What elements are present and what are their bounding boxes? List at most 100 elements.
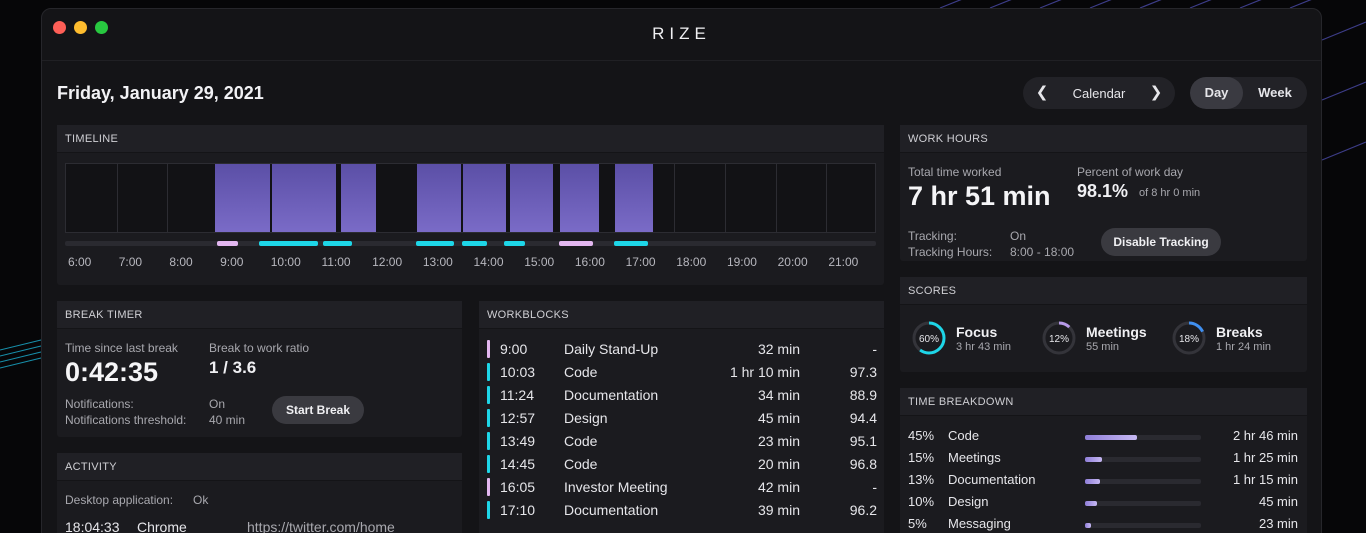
- timeline-activity-block[interactable]: [340, 164, 377, 232]
- workblock-duration: 32 min: [757, 341, 800, 357]
- breakdown-row[interactable]: 45% Code 2 hr 46 min: [908, 426, 1298, 446]
- close-window-button[interactable]: [53, 21, 66, 34]
- score-label: Meetings: [1086, 324, 1147, 340]
- breakdown-percent: 13%: [908, 472, 935, 487]
- workblock-row[interactable]: 10:03 Code 1 hr 10 min 97.3: [487, 362, 877, 382]
- timeline-segment-meeting[interactable]: [217, 241, 239, 246]
- score-ring-fill: [1172, 321, 1206, 355]
- activity-title: ACTIVITY: [57, 453, 462, 481]
- workblock-name: Code: [564, 456, 598, 472]
- breakdown-duration: 23 min: [1258, 516, 1298, 531]
- breakdown-row[interactable]: 15% Meetings 1 hr 25 min: [908, 448, 1298, 468]
- timeline-segment-meeting[interactable]: [559, 241, 593, 246]
- score-ring-fill: [912, 321, 946, 355]
- chevron-right-icon[interactable]: ❯: [1149, 84, 1163, 101]
- timeline-activity-block[interactable]: [463, 164, 507, 232]
- workblock-marker: [487, 432, 490, 450]
- disable-tracking-button[interactable]: Disable Tracking: [1101, 228, 1221, 256]
- scores-panel: SCORES 60% Focus 3 hr 43 min 12% Meetings 55 …: [900, 277, 1307, 372]
- score-ring-breaks: 18%: [1172, 321, 1206, 355]
- breakdown-row[interactable]: 5% Messaging 23 min: [908, 514, 1298, 533]
- score-duration: 3 hr 43 min: [956, 341, 1012, 353]
- workblock-score: -: [872, 341, 877, 357]
- activity-url[interactable]: https://twitter.com/home: [247, 519, 395, 533]
- activity-panel: ACTIVITY Desktop application: Ok 18:04:3…: [57, 453, 462, 533]
- workblock-marker: [487, 455, 490, 473]
- timeline-tick-label: 21:00: [828, 255, 859, 269]
- tracking-hours-value: 8:00 - 18:00: [1010, 245, 1075, 259]
- timeline-segment-focus[interactable]: [322, 241, 353, 246]
- breakdown-percent: 5%: [908, 516, 927, 531]
- title-bar: RIZE: [42, 9, 1321, 61]
- workblock-row[interactable]: 12:57 Design 45 min 94.4: [487, 408, 877, 428]
- workblock-row[interactable]: 13:49 Code 23 min 95.1: [487, 431, 877, 451]
- workblock-marker: [487, 386, 490, 404]
- desktop-app-label: Desktop application:: [65, 493, 174, 507]
- timeline-segment-focus[interactable]: [614, 241, 648, 246]
- timeline-activity-block[interactable]: [560, 164, 600, 232]
- timeline-gridline: [167, 164, 169, 232]
- timeline-gridline: [116, 164, 118, 232]
- timeline-segment-focus[interactable]: [462, 241, 488, 246]
- timeline-segment-focus[interactable]: [415, 241, 454, 246]
- workblock-time: 11:24: [500, 387, 534, 403]
- workblock-row[interactable]: 9:00 Daily Stand-Up 32 min -: [487, 339, 877, 359]
- workblock-duration: 23 min: [757, 433, 800, 449]
- time-since-break-value: 0:42:35: [65, 357, 159, 387]
- breakdown-category: Messaging: [948, 516, 1011, 531]
- timeline-activity-block[interactable]: [214, 164, 270, 232]
- workblock-row[interactable]: 16:05 Investor Meeting 42 min -: [487, 477, 877, 497]
- breakdown-row[interactable]: 13% Documentation 1 hr 15 min: [908, 470, 1298, 490]
- chevron-left-icon[interactable]: ❮: [1035, 84, 1049, 101]
- breakdown-bar: [1085, 501, 1201, 506]
- workblock-marker: [487, 478, 490, 496]
- timeline-activity-block[interactable]: [272, 164, 337, 232]
- timeline-activity-block[interactable]: [615, 164, 654, 232]
- breakdown-percent: 15%: [908, 450, 935, 465]
- timeline-segment-focus[interactable]: [504, 241, 526, 246]
- workblock-name: Documentation: [564, 502, 659, 518]
- workblock-time: 14:45: [500, 456, 536, 472]
- breakdown-bar-fill: [1085, 479, 1101, 484]
- workblock-row[interactable]: 11:24 Documentation 34 min 88.9: [487, 385, 877, 405]
- breakdown-row[interactable]: 10% Design 45 min: [908, 492, 1298, 512]
- week-view-button[interactable]: Week: [1258, 85, 1292, 100]
- workblock-name: Documentation: [564, 387, 659, 403]
- notifications-label: Notifications:: [65, 397, 134, 411]
- score-ring-focus: 60%: [912, 321, 946, 355]
- notifications-threshold-label: Notifications threshold:: [65, 413, 187, 427]
- breakdown-duration: 1 hr 25 min: [1232, 450, 1298, 465]
- timeline-activity-block[interactable]: [510, 164, 553, 232]
- score-ring-percent: 18%: [1179, 334, 1199, 345]
- timeline-track: [65, 241, 876, 246]
- day-view-button[interactable]: Day: [1190, 77, 1243, 109]
- workblock-marker: [487, 501, 490, 519]
- maximize-window-button[interactable]: [95, 21, 108, 34]
- notifications-threshold-value: 40 min: [209, 413, 246, 427]
- workblock-row[interactable]: 17:10 Documentation 39 min 96.2: [487, 500, 877, 520]
- breakdown-category: Code: [948, 428, 980, 443]
- breakdown-bar: [1085, 479, 1201, 484]
- timeline-segment-focus[interactable]: [259, 241, 319, 246]
- workblock-score: 94.4: [849, 410, 877, 426]
- minimize-window-button[interactable]: [74, 21, 87, 34]
- timeline-tick-label: 20:00: [777, 255, 808, 269]
- workblock-marker: [487, 363, 490, 381]
- score-label: Breaks: [1216, 324, 1263, 340]
- calendar-button[interactable]: Calendar: [1072, 86, 1126, 101]
- timeline-tick-label: 11:00: [321, 255, 351, 269]
- timeline-tick-label: 15:00: [524, 255, 555, 269]
- percent-workday-label: Percent of work day: [1077, 165, 1184, 179]
- score-ring-fill: [1042, 321, 1076, 355]
- breakdown-duration: 2 hr 46 min: [1232, 428, 1298, 443]
- timeline-tick-label: 6:00: [68, 255, 92, 269]
- start-break-button[interactable]: Start Break: [272, 396, 364, 424]
- workblock-name: Daily Stand-Up: [564, 341, 659, 357]
- workblock-duration: 39 min: [757, 502, 800, 518]
- timeline-activity-block[interactable]: [417, 164, 462, 232]
- workblock-row[interactable]: 14:45 Code 20 min 96.8: [487, 454, 877, 474]
- breakdown-bar: [1085, 457, 1201, 462]
- score-duration: 1 hr 24 min: [1216, 341, 1272, 353]
- total-time-value: 7 hr 51 min: [908, 181, 1051, 211]
